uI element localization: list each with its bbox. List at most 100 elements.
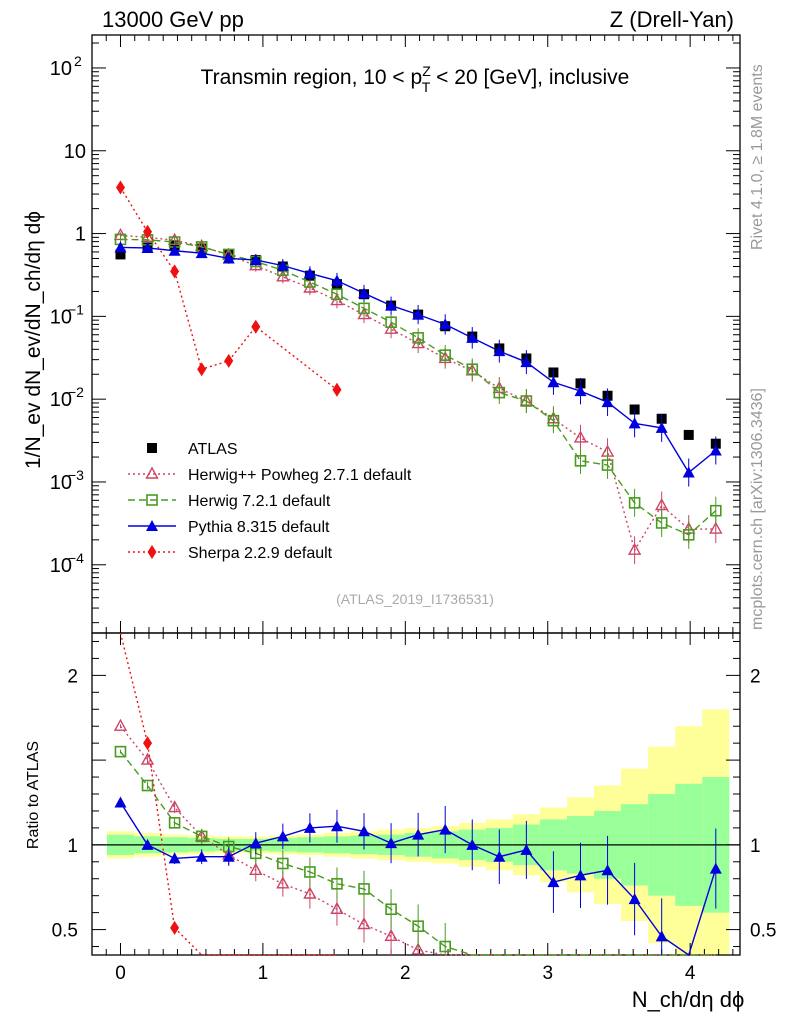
ratio-point-herwig-7-2-1-default [277,857,289,870]
ratio-point-herwig-powheg-2-7-1-default [411,942,425,955]
point-pythia-8-315-default [195,247,208,259]
ratio-point-pythia-8-315-default [439,823,452,835]
y-tick-label-exponent: −3 [68,467,84,483]
ratio-tick-label: 1 [67,836,78,857]
ratio-tick-label-right: 1 [750,836,761,857]
ratio-point-pythia-8-315-default [385,837,398,849]
ratio-point-pythia-8-315-default [168,852,181,864]
ratio-point-herwig-7-2-1-default [358,883,370,895]
y-tick-label: 1 [75,224,86,246]
point-herwig-7-2-1-default [682,529,695,541]
point-sherpa-2-2-9-default [197,362,207,377]
point-pythia-8-315-default [547,376,560,388]
point-pythia-8-315-default [114,241,127,253]
ratio-point-herwig-7-2-1-default [412,920,424,932]
analysis-watermark: (ATLAS_2019_I1736531) [336,591,494,607]
x-tick-label: 4 [685,963,696,984]
ratio-point-herwig-7-2-1-default [331,878,343,890]
y-tick-label: 10 [50,389,72,411]
series-line-herwig-7-2-1-default [120,238,717,536]
ratio-panel: 0.5 0.5 1 1 2 2 [52,632,776,957]
point-pythia-8-315-default [682,466,695,478]
ratio-point-pythia-8-315-default [141,838,154,850]
series-line-pythia-8-315-default [120,246,717,474]
ratio-point-pythia-8-315-default [520,843,533,855]
y-tick-label: 10 [50,555,72,577]
ratio-point-herwig-powheg-2-7-1-default [249,862,263,875]
rivet-version-label: Rivet 4.1.0, ≥ 1.8M events [749,64,766,250]
point-pythia-8-315-default [303,267,316,279]
y-tick-label: 10 [50,58,72,80]
legend-entry: Herwig++ Powheg 2.7.1 default [188,467,412,484]
chart-title: Transmin region, 10 < pZ T < 20 [GeV], in… [201,63,630,95]
main-frame [91,34,741,634]
legend-marker [147,443,157,453]
ratio-point-pythia-8-315-default [601,864,614,876]
ratio-tick-label: 2 [67,666,78,687]
ratio-point-pythia-8-315-default [574,869,587,881]
ratio-point-herwig-powheg-2-7-1-default [140,752,155,765]
ratio-point-pythia-8-315-default [709,862,722,874]
point-herwig-7-2-1-default [466,363,479,376]
legend: ATLAS Herwig++ Powheg 2.7.1 default Herwig… [128,441,412,562]
x-tick-label: 2 [400,963,411,984]
ratio-point-herwig-powheg-2-7-1-default [330,901,344,914]
point-pythia-8-315-default [520,356,533,368]
y-tick-label-exponent: −2 [68,384,84,400]
ratio-point-sherpa-2-2-9-default [170,920,180,935]
process-label: Z (Drell-Yan) [610,7,734,32]
point-herwig-7-2-1-default [385,316,397,329]
point-herwig-7-2-1-default [547,414,560,427]
title-suffix: < 20 [GeV], inclusive [430,66,629,89]
ratio-point-herwig-7-2-1-default [385,903,397,916]
point-herwig-powheg-2-7-1-default [573,430,588,443]
point-herwig-7-2-1-default [574,455,587,467]
point-pythia-8-315-default [358,287,371,299]
legend-marker [147,545,157,559]
legend-entry: Herwig 7.2.1 default [188,493,331,510]
point-herwig-powheg-2-7-1-default [709,521,723,534]
x-tick-label: 1 [258,963,269,984]
legend-marker [146,520,158,531]
point-atlas [683,429,694,440]
y-tick-label-exponent: 2 [74,53,82,69]
mcplots-label: mcplots.cern.ch [arXiv:1306.3436] [749,388,766,630]
point-pythia-8-315-default [222,252,235,264]
point-pythia-8-315-default [330,274,343,286]
point-herwig-7-2-1-default [412,332,424,344]
ratio-line-sherpa-2-2-9-default [119,632,337,956]
point-pythia-8-315-default [412,308,425,320]
ratio-point-pythia-8-315-default [276,830,289,842]
point-atlas [115,249,126,260]
ratio-point-herwig-7-2-1-default [168,817,181,829]
ratio-point-pythia-8-315-default [114,796,127,808]
point-herwig-7-2-1-default [655,517,668,529]
beam-label: 13000 GeV pp [102,7,244,32]
y-tick-label: 10 [50,472,72,494]
ratio-point-sherpa-2-2-9-default [143,736,153,751]
point-pythia-8-315-default [493,345,506,357]
y-axis-label: 1/N_ev dN_ev/dN_ch/dη dϕ [22,211,45,469]
point-pythia-8-315-default [601,396,614,408]
title-sup: Z [422,63,431,79]
ratio-point-pythia-8-315-default [249,837,262,849]
point-pythia-8-315-default [141,241,154,253]
ratio-point-herwig-powheg-2-7-1-default [357,917,371,930]
point-herwig-7-2-1-default [520,395,533,407]
y-tick-label: 10 [50,306,72,328]
legend-marker [146,494,158,506]
ratio-point-pythia-8-315-default [330,820,343,832]
ratio-point-pythia-8-315-default [547,876,560,888]
point-sherpa-2-2-9-default [170,264,180,279]
ratio-point-herwig-7-2-1-default [195,830,208,843]
legend-marker [145,466,159,479]
ratio-point-herwig-powheg-2-7-1-default [167,800,182,813]
point-sherpa-2-2-9-default [251,319,261,334]
y-tick-label-exponent: −4 [68,550,84,566]
ratio-point-herwig-powheg-2-7-1-default [303,886,317,899]
point-sherpa-2-2-9-default [143,224,153,239]
x-tick-label: 3 [542,963,553,984]
ratio-point-pythia-8-315-default [195,850,208,862]
